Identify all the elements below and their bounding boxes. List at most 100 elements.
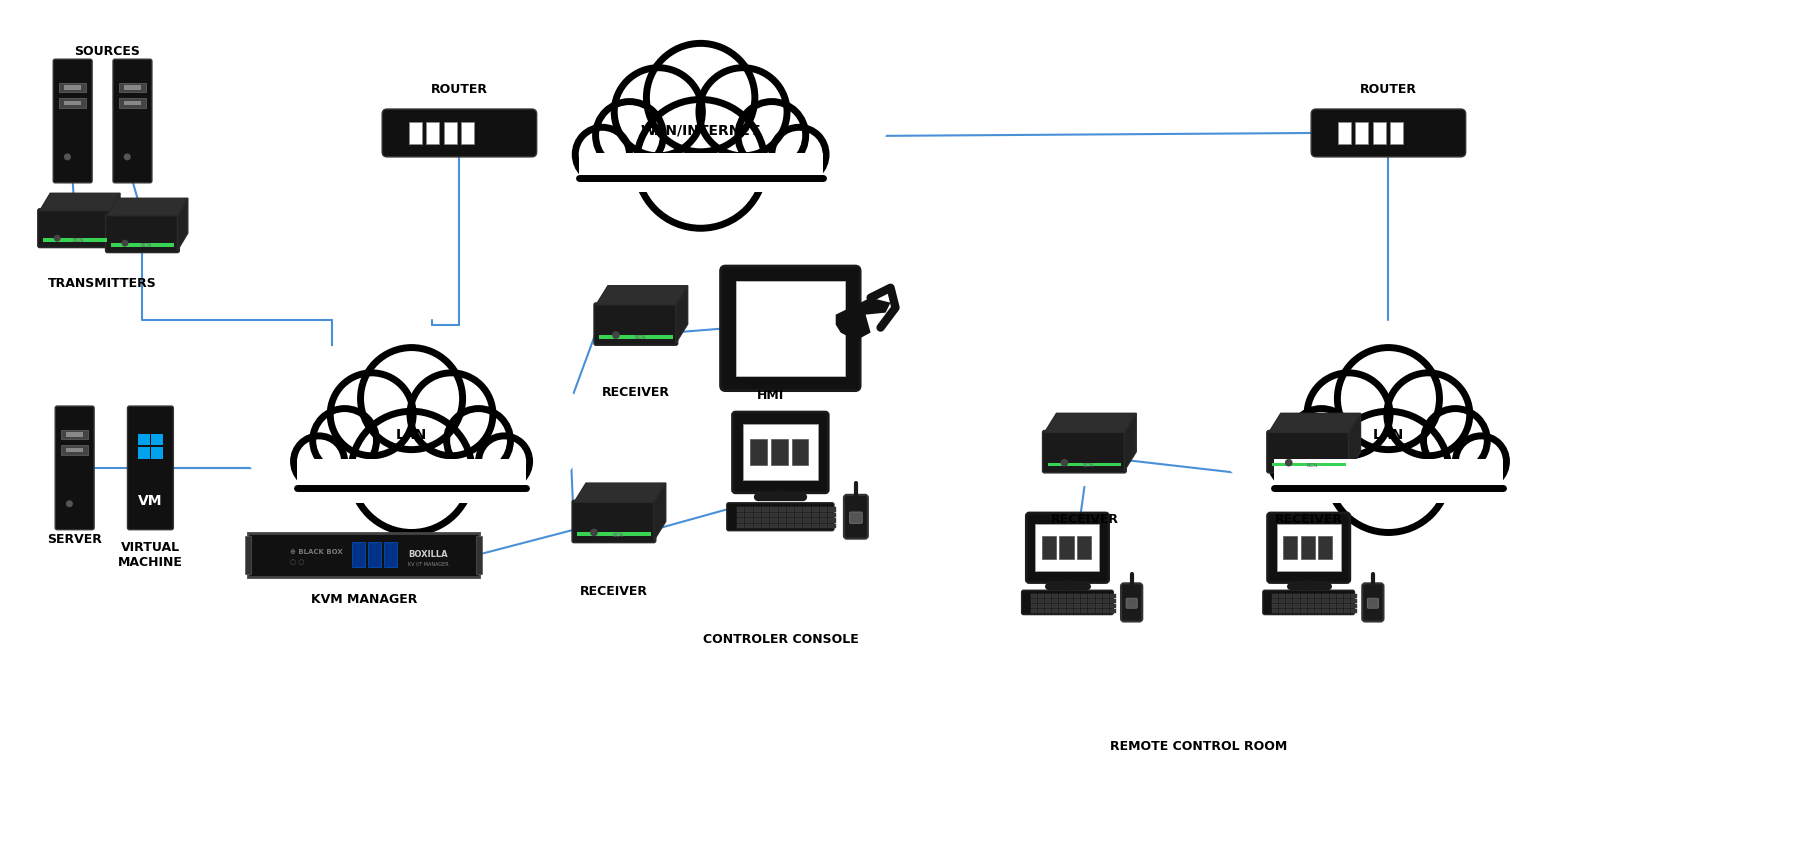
FancyBboxPatch shape (736, 507, 745, 512)
FancyBboxPatch shape (1316, 604, 1321, 608)
Polygon shape (653, 483, 666, 541)
FancyBboxPatch shape (1276, 524, 1341, 571)
Text: RECEIVER: RECEIVER (580, 585, 648, 598)
FancyBboxPatch shape (297, 460, 526, 503)
FancyBboxPatch shape (736, 524, 745, 528)
FancyBboxPatch shape (1046, 604, 1051, 608)
Text: ○ ○: ○ ○ (290, 558, 304, 564)
FancyBboxPatch shape (59, 98, 86, 108)
FancyBboxPatch shape (1273, 604, 1278, 608)
FancyBboxPatch shape (1323, 604, 1328, 608)
Text: KVM MANAGER: KVM MANAGER (311, 593, 418, 606)
FancyBboxPatch shape (578, 532, 652, 537)
FancyBboxPatch shape (1316, 609, 1321, 612)
FancyBboxPatch shape (1082, 609, 1087, 612)
FancyBboxPatch shape (1103, 599, 1109, 603)
Text: ROUTER: ROUTER (1361, 82, 1417, 95)
FancyBboxPatch shape (1046, 609, 1051, 612)
FancyBboxPatch shape (1337, 604, 1343, 608)
FancyBboxPatch shape (67, 447, 83, 453)
Circle shape (1328, 411, 1449, 532)
FancyBboxPatch shape (110, 243, 175, 246)
FancyBboxPatch shape (1345, 604, 1350, 608)
FancyBboxPatch shape (727, 503, 833, 531)
Text: BCN: BCN (612, 532, 623, 538)
FancyBboxPatch shape (770, 439, 788, 466)
FancyBboxPatch shape (828, 524, 835, 528)
Circle shape (1307, 373, 1390, 456)
FancyBboxPatch shape (1060, 604, 1066, 608)
Text: SERVER: SERVER (47, 533, 103, 546)
Text: ROUTER: ROUTER (430, 82, 488, 95)
Circle shape (576, 127, 630, 181)
FancyBboxPatch shape (761, 518, 769, 523)
Text: BCN: BCN (1084, 463, 1094, 468)
FancyBboxPatch shape (736, 518, 745, 523)
Text: VM: VM (139, 494, 162, 508)
FancyBboxPatch shape (1096, 594, 1102, 598)
FancyBboxPatch shape (779, 512, 787, 517)
Polygon shape (1125, 414, 1136, 471)
FancyBboxPatch shape (1280, 599, 1285, 603)
FancyBboxPatch shape (1103, 604, 1109, 608)
Text: CONTROLER CONSOLE: CONTROLER CONSOLE (702, 633, 859, 646)
FancyBboxPatch shape (1267, 513, 1350, 583)
Text: BCN: BCN (634, 336, 646, 341)
Text: RECEIVER: RECEIVER (601, 386, 670, 399)
FancyBboxPatch shape (844, 495, 868, 538)
Circle shape (772, 127, 826, 181)
Circle shape (1337, 348, 1440, 450)
FancyBboxPatch shape (124, 101, 140, 106)
FancyBboxPatch shape (1330, 599, 1336, 603)
Circle shape (329, 373, 414, 456)
FancyBboxPatch shape (743, 424, 817, 480)
Circle shape (590, 529, 598, 537)
FancyBboxPatch shape (1309, 599, 1314, 603)
FancyBboxPatch shape (1280, 594, 1285, 598)
FancyBboxPatch shape (1031, 609, 1037, 612)
FancyBboxPatch shape (803, 524, 810, 528)
FancyBboxPatch shape (65, 85, 81, 90)
FancyBboxPatch shape (779, 507, 787, 512)
FancyBboxPatch shape (1318, 537, 1332, 558)
FancyBboxPatch shape (1111, 594, 1116, 598)
FancyBboxPatch shape (1301, 537, 1314, 558)
FancyBboxPatch shape (828, 512, 835, 517)
FancyBboxPatch shape (1323, 594, 1328, 598)
FancyBboxPatch shape (1345, 599, 1350, 603)
FancyBboxPatch shape (1067, 604, 1073, 608)
FancyBboxPatch shape (1127, 598, 1138, 609)
FancyBboxPatch shape (151, 434, 164, 446)
Text: REMOTE CONTROL ROOM: REMOTE CONTROL ROOM (1111, 740, 1287, 753)
Circle shape (1424, 408, 1487, 473)
FancyBboxPatch shape (65, 101, 81, 106)
FancyBboxPatch shape (245, 536, 250, 574)
FancyBboxPatch shape (54, 59, 92, 183)
FancyBboxPatch shape (792, 439, 808, 466)
FancyBboxPatch shape (1053, 604, 1058, 608)
FancyBboxPatch shape (1337, 122, 1350, 144)
FancyBboxPatch shape (1111, 609, 1116, 612)
FancyBboxPatch shape (1075, 604, 1080, 608)
FancyBboxPatch shape (1039, 604, 1044, 608)
FancyBboxPatch shape (850, 512, 862, 524)
Circle shape (738, 101, 806, 169)
FancyBboxPatch shape (1042, 537, 1057, 558)
FancyBboxPatch shape (1323, 599, 1328, 603)
FancyBboxPatch shape (1301, 609, 1307, 612)
FancyBboxPatch shape (461, 122, 473, 144)
FancyBboxPatch shape (599, 335, 673, 339)
FancyBboxPatch shape (770, 512, 778, 517)
FancyBboxPatch shape (38, 209, 112, 248)
FancyBboxPatch shape (1316, 594, 1321, 598)
FancyBboxPatch shape (1337, 609, 1343, 612)
FancyBboxPatch shape (796, 518, 803, 523)
FancyBboxPatch shape (812, 507, 819, 512)
FancyBboxPatch shape (796, 507, 803, 512)
FancyBboxPatch shape (385, 542, 398, 567)
FancyBboxPatch shape (124, 85, 140, 90)
FancyBboxPatch shape (803, 518, 810, 523)
Circle shape (360, 348, 463, 450)
FancyBboxPatch shape (1111, 599, 1116, 603)
FancyBboxPatch shape (1273, 594, 1278, 598)
